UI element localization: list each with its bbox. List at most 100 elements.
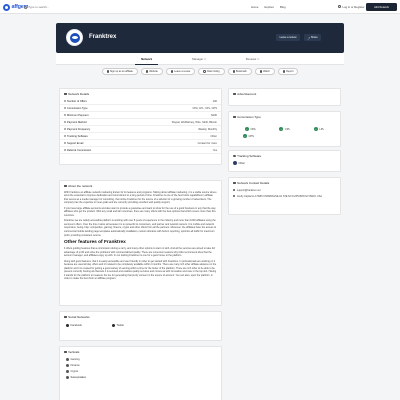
leave-review-button[interactable]: Leave a review bbox=[276, 34, 300, 41]
pill-label: Sign up as an affiliate bbox=[110, 70, 133, 73]
watch-button[interactable]: Watch bbox=[254, 68, 275, 75]
bullet-icon bbox=[64, 128, 66, 130]
tab-reviews[interactable]: Reviews 0 bbox=[246, 53, 259, 65]
target-icon bbox=[233, 154, 236, 158]
card-header: Social Networks bbox=[60, 312, 221, 321]
gamepad-icon bbox=[66, 357, 69, 361]
tracking-software-card: Tracking Software Other bbox=[228, 150, 341, 172]
commission-item: ✓ CPS bbox=[243, 134, 254, 138]
network-logo bbox=[66, 29, 83, 46]
vertical-label: Sweepstakes bbox=[70, 375, 86, 379]
commission-label: LPL bbox=[319, 127, 325, 131]
tab-manager[interactable]: Manager 0 bbox=[192, 53, 206, 65]
website-button[interactable]: Website bbox=[140, 68, 163, 75]
facebook-link[interactable]: Facebook bbox=[66, 324, 82, 327]
bitcoin-icon bbox=[66, 369, 69, 373]
card-title: About the network bbox=[68, 184, 93, 188]
about-paragraph: If you have large affiliate accounts and… bbox=[64, 206, 216, 217]
commission-label: CPS bbox=[248, 134, 254, 138]
quick-links: Sign up as an affiliate Website Leave a … bbox=[56, 68, 344, 78]
bullet-icon bbox=[64, 142, 66, 144]
leave-review-pill[interactable]: Leave a review bbox=[165, 68, 196, 75]
signin-label: Log in or Register bbox=[342, 4, 365, 9]
report-button[interactable]: Report bbox=[277, 68, 299, 75]
site-logo[interactable]: affgem bbox=[3, 3, 29, 11]
location-icon bbox=[233, 195, 236, 198]
signup-affiliate-button[interactable]: Sign up as an affiliate bbox=[101, 68, 138, 75]
detail-value: Other bbox=[210, 134, 218, 138]
claim-listing-button[interactable]: Claim listing bbox=[198, 68, 225, 75]
about-paragraph: Franktrex we are widely accessible platf… bbox=[64, 219, 217, 237]
share-icon: ⤴ bbox=[307, 36, 310, 40]
card-title: Advertisement bbox=[237, 92, 257, 96]
social-label: Facebook bbox=[70, 324, 82, 327]
contact-details-card: Network Contact Details support@franktre… bbox=[228, 177, 341, 215]
detail-value: 100 bbox=[212, 99, 217, 103]
logo-icon bbox=[3, 3, 10, 11]
logo-text: affgem bbox=[11, 4, 29, 10]
detail-label: Minimum Payment bbox=[67, 113, 89, 117]
contact-icon bbox=[233, 181, 236, 185]
bullet-icon bbox=[64, 100, 66, 102]
nav-link-home[interactable]: Home bbox=[251, 4, 259, 9]
features-heading: Other features of Franktrex bbox=[64, 240, 126, 246]
commission-list: ✓ CPS bbox=[229, 131, 340, 138]
detail-label: Payment Frequency bbox=[67, 127, 91, 131]
verticals-card: Verticals Gaming Finance Crypto Sweepsta… bbox=[59, 346, 222, 400]
user-icon bbox=[338, 5, 341, 8]
bullet-icon bbox=[64, 121, 66, 123]
detail-label: Commission Type bbox=[67, 106, 88, 110]
nav-link-blog[interactable]: Blog bbox=[279, 4, 286, 9]
commission-item: ✓ LPL bbox=[313, 127, 325, 131]
pill-label: Report bbox=[286, 70, 294, 73]
tracking-label: Other bbox=[238, 161, 246, 165]
alert-icon bbox=[282, 70, 286, 73]
contact-address-row: Grefty Capital LLC 5965 CHAMPAGNE LN STE… bbox=[229, 193, 340, 199]
about-card: About the network With Franktrex an affi… bbox=[59, 180, 222, 306]
search-input[interactable] bbox=[28, 5, 69, 9]
bullet-icon bbox=[64, 107, 66, 109]
pill-label: Leave a review bbox=[174, 70, 191, 73]
eye-icon bbox=[259, 70, 263, 73]
nav-links: Home Explore Blog bbox=[251, 5, 286, 9]
add-network-button[interactable]: Add Network bbox=[366, 3, 397, 11]
software-icon bbox=[233, 161, 237, 165]
contact-email-row[interactable]: support@franktrex.net bbox=[229, 187, 340, 193]
contact-address: Grefty Capital LLC 5965 CHAMPAGNE LN STE… bbox=[236, 194, 322, 198]
coin-icon bbox=[66, 363, 69, 367]
commission-item: ✓ CPA bbox=[244, 127, 256, 131]
bullet-icon bbox=[64, 149, 66, 151]
card-header: Verticals bbox=[60, 347, 221, 356]
check-icon: ✓ bbox=[313, 127, 318, 131]
detail-value: CPA, LPL, CPL, CPS bbox=[192, 106, 217, 110]
detail-value: Paypal, WebMoney, Wire, Skrill, Bitcoin bbox=[171, 120, 217, 124]
detail-row: Minimum Payment $100 bbox=[60, 112, 221, 119]
share-icon bbox=[64, 315, 67, 319]
detail-label: Payment Method bbox=[67, 120, 87, 124]
bookmark-button[interactable]: Bookmark bbox=[227, 68, 252, 75]
share-button[interactable]: ⤴ Share bbox=[304, 34, 321, 41]
document-icon bbox=[64, 184, 67, 188]
vertical-label: Gaming bbox=[70, 357, 80, 361]
star-icon bbox=[170, 70, 174, 73]
search-bar[interactable] bbox=[24, 4, 70, 11]
tab-count: 0 bbox=[204, 56, 206, 61]
social-networks-card: Social Networks Facebook Twitter bbox=[59, 311, 222, 341]
info-icon bbox=[64, 92, 67, 96]
nav-link-explore[interactable]: Explore bbox=[264, 4, 274, 9]
card-title: Network Details bbox=[68, 92, 90, 96]
vertical-item: Sweepstakes bbox=[60, 374, 221, 380]
mail-icon bbox=[233, 188, 236, 192]
tab-network[interactable]: Network bbox=[135, 53, 159, 65]
share-label: Share bbox=[310, 36, 318, 39]
signin-link[interactable]: Log in or Register bbox=[338, 5, 365, 9]
card-header: Tracking Software bbox=[229, 151, 340, 160]
twitter-link[interactable]: Twitter bbox=[111, 324, 124, 327]
detail-value: Yes bbox=[212, 148, 217, 152]
contact-email[interactable]: support@franktrex.net bbox=[236, 188, 261, 192]
megaphone-icon bbox=[233, 92, 236, 96]
detail-label: Number of Offers bbox=[67, 99, 87, 103]
commission-label: CPA bbox=[250, 127, 256, 131]
card-title: Tracking Software bbox=[237, 154, 262, 158]
card-header: Commission Type bbox=[229, 112, 340, 121]
